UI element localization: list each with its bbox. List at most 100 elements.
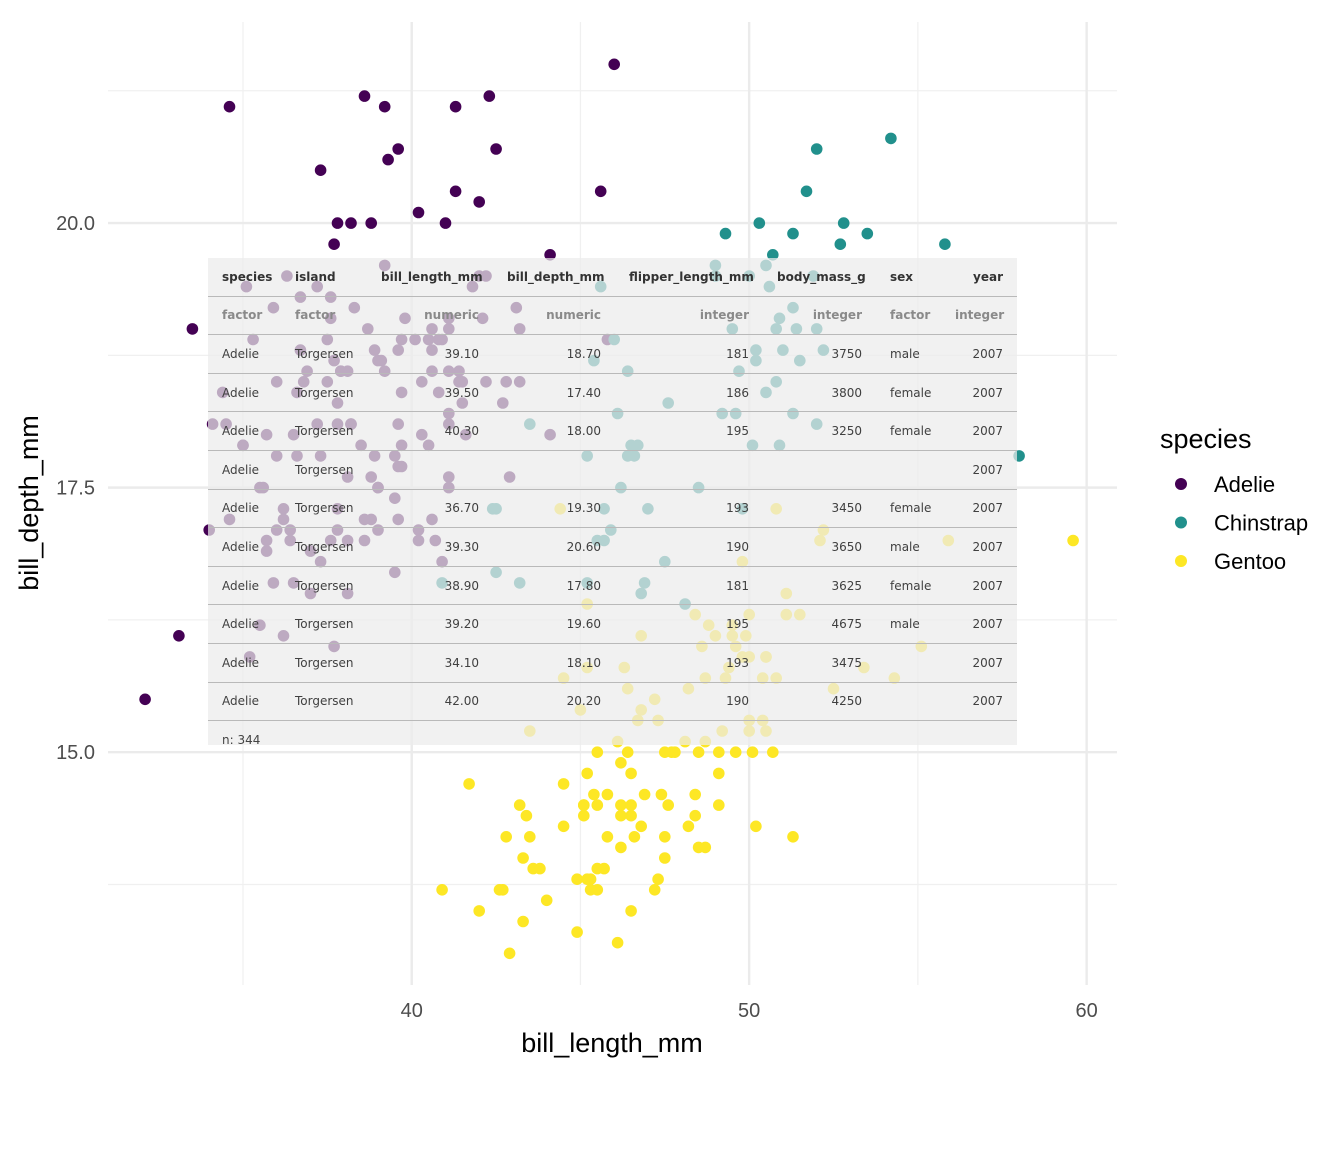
data-point-gentoo [713, 799, 725, 811]
data-point-adelie [378, 100, 391, 113]
table-cell: Torgersen [281, 527, 367, 567]
y-tick-label: 17.5 [56, 478, 95, 500]
data-point-adelie [473, 196, 486, 208]
data-point-adelie [328, 238, 340, 250]
table-cell: 2007 [941, 682, 1017, 722]
x-tick-label: 50 [738, 1000, 760, 1022]
data-point-adelie [365, 217, 378, 229]
data-point-gentoo [621, 746, 634, 758]
table-cell: 40.30 [367, 411, 493, 451]
data-point-gentoo [513, 799, 526, 811]
table-row: Adelie Torgersen 2007 [208, 450, 1017, 490]
table-cell: 193 [615, 489, 763, 529]
table-cell: 39.10 [367, 334, 493, 374]
column-header-body_mass_g: body_mass_g [763, 258, 876, 297]
column-type: factor [208, 296, 281, 336]
data-point-gentoo [578, 799, 590, 811]
table-footer-row: n: 344 [208, 721, 1017, 759]
table-cell: Torgersen [281, 411, 367, 451]
table-cell: Adelie [208, 604, 281, 644]
data-point-gentoo [473, 905, 486, 917]
data-point-gentoo [540, 894, 553, 907]
data-point-chinstrap [939, 238, 951, 250]
table-cell [615, 450, 763, 490]
table-cell: Torgersen [281, 643, 367, 683]
data-point-adelie [608, 58, 620, 71]
y-tick-label: 20.0 [56, 213, 95, 235]
table-cell: 181 [615, 566, 763, 606]
table-cell: male [876, 604, 941, 644]
data-point-gentoo [767, 746, 779, 758]
table-cell: Torgersen [281, 566, 367, 606]
data-point-adelie [439, 217, 452, 229]
data-point-gentoo [571, 873, 583, 885]
column-type: numeric [493, 296, 615, 336]
data-point-adelie [331, 217, 344, 229]
table-row: Adelie Torgersen 39.10 18.70 181 3750 male 2007 [208, 334, 1017, 374]
data-point-gentoo [503, 947, 516, 960]
row-count: n: 344 [222, 732, 261, 747]
data-point-gentoo [729, 746, 742, 758]
table-cell: Adelie [208, 566, 281, 606]
table-cell: 3450 [763, 489, 876, 529]
data-point-gentoo [659, 746, 671, 758]
table-row: Adelie Torgersen 38.90 17.80 181 3625 female 20… [208, 566, 1017, 606]
table-cell: 2007 [941, 373, 1017, 413]
data-point-gentoo [615, 809, 627, 822]
data-point-gentoo [655, 788, 668, 801]
data-point-adelie [490, 143, 502, 155]
data-point-gentoo [625, 809, 637, 822]
table-cell [876, 643, 941, 683]
data-point-gentoo [611, 936, 624, 949]
data-point-gentoo [517, 915, 529, 928]
table-cell: 195 [615, 604, 763, 644]
legend-key-chinstrap [1175, 516, 1187, 529]
table-cell [876, 450, 941, 490]
column-header-year: year [941, 258, 1017, 297]
legend-title: species [1160, 424, 1252, 454]
data-point-adelie [392, 143, 405, 155]
table-cell [367, 450, 493, 490]
data-point-gentoo [692, 746, 705, 758]
column-type: numeric [367, 296, 493, 336]
data-point-gentoo [615, 799, 627, 811]
table-cell: Adelie [208, 411, 281, 451]
data-point-gentoo [659, 831, 671, 843]
legend-label-gentoo: Gentoo [1214, 549, 1286, 574]
data-point-gentoo [659, 852, 671, 864]
table-cell: 38.90 [367, 566, 493, 606]
data-point-gentoo [648, 884, 661, 896]
table-cell: Adelie [208, 643, 281, 683]
data-point-adelie [483, 90, 496, 102]
legend-key-adelie [1175, 478, 1187, 490]
table-cell: 3650 [763, 527, 876, 567]
data-point-adelie [382, 153, 394, 166]
data-point-gentoo [713, 746, 725, 758]
data-point-gentoo [746, 746, 759, 758]
data-point-gentoo [662, 799, 674, 811]
column-header-flipper_length_mm: flipper_length_mm [615, 258, 763, 297]
data-point-adelie [314, 164, 327, 176]
data-table-overlay: species island bill_length_mm bill_depth_mm… [208, 258, 1017, 747]
y-axis-title: bill_depth_mm [14, 415, 44, 591]
table-cell: 17.80 [493, 566, 615, 606]
y-axis-ticks: 15.0 17.5 20.0 [56, 213, 95, 764]
data-point-adelie [223, 100, 236, 113]
table-cell: 2007 [941, 527, 1017, 567]
column-type: integer [941, 296, 1017, 336]
table-cell [493, 450, 615, 490]
table-cell: 3800 [763, 373, 876, 413]
data-point-gentoo [615, 841, 627, 854]
data-point-adelie [544, 249, 556, 261]
table-cell: 3475 [763, 643, 876, 683]
table-cell [763, 450, 876, 490]
table-cell: 195 [615, 411, 763, 451]
table-cell: 39.30 [367, 527, 493, 567]
table-cell: 42.00 [367, 682, 493, 722]
table-cell: 19.30 [493, 489, 615, 529]
data-point-gentoo [557, 778, 570, 790]
table-cell: 3750 [763, 334, 876, 374]
table-cell: 190 [615, 527, 763, 567]
data-point-gentoo [601, 831, 614, 843]
table-cell: 2007 [941, 604, 1017, 644]
